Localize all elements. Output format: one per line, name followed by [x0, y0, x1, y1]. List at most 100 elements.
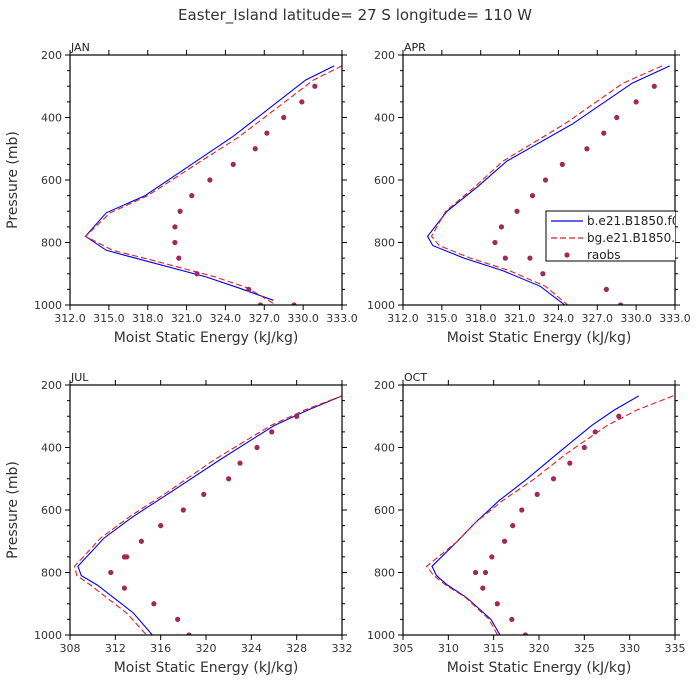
x-tick-label: 332 — [332, 642, 353, 655]
series-line-b-e21 — [426, 65, 671, 305]
raobs-point — [616, 413, 622, 419]
raobs-point — [138, 538, 144, 544]
series-line-bg-e21 — [73, 395, 342, 635]
x-axis-label: Moist Static Energy (kJ/kg) — [114, 660, 299, 676]
y-tick-label: 400 — [41, 112, 62, 125]
y-tick-label: 400 — [374, 442, 395, 455]
panel-label: OCT — [404, 371, 427, 384]
y-tick-label: 800 — [41, 567, 62, 580]
raobs-point — [529, 193, 536, 199]
y-tick-label: 1000 — [367, 299, 395, 312]
legend-label: raobs — [587, 248, 621, 262]
raobs-point — [494, 601, 500, 607]
plot-frame — [69, 384, 343, 636]
raobs-point — [559, 161, 565, 167]
series-group — [426, 65, 671, 305]
series-line-bg-e21 — [84, 65, 342, 305]
raobs-point — [614, 114, 620, 121]
x-tick-label: 316 — [150, 642, 171, 655]
raobs-point — [502, 255, 508, 261]
x-tick-label: 333.0 — [659, 312, 691, 325]
y-tick-label: 400 — [41, 442, 62, 455]
series-line-bg-e21 — [430, 65, 663, 305]
series-line-bg-e21 — [425, 395, 674, 635]
x-tick-label: 330.0 — [287, 312, 319, 325]
plot-frame — [402, 384, 676, 636]
raobs-point — [172, 239, 178, 246]
raobs-point — [540, 271, 546, 277]
y-tick-label: 600 — [41, 504, 62, 517]
y-tick-label: 400 — [374, 112, 395, 125]
raobs-point — [633, 99, 639, 105]
x-tick-label: 325 — [574, 642, 595, 655]
figure-title: Easter_Island latitude= 27 S longitude= … — [178, 6, 532, 25]
x-tick-label: 320 — [196, 642, 217, 655]
raobs-point — [489, 554, 495, 560]
legend: b.e21.B1850.f09 bg.e21.B1850.f0 raobs — [545, 210, 687, 262]
x-tick-label: 308 — [60, 642, 81, 655]
raobs-point — [230, 161, 236, 167]
raobs-point — [527, 255, 533, 261]
legend-marker-raobs — [564, 252, 570, 258]
x-tick-label: 305 — [393, 642, 414, 655]
x-tick-label: 318.0 — [132, 312, 164, 325]
raobs-point — [226, 476, 232, 482]
plot-frame — [402, 54, 676, 306]
x-tick-label: 327.0 — [249, 312, 281, 325]
x-tick-label: 321.0 — [504, 312, 536, 325]
x-tick-label: 312.0 — [387, 312, 419, 325]
raobs-point — [492, 239, 498, 246]
raobs-point — [158, 523, 164, 529]
raobs-point — [189, 193, 195, 199]
raobs-point — [207, 177, 213, 183]
raobs-point — [264, 130, 270, 136]
raobs-point — [480, 585, 486, 591]
panel-label: JUL — [70, 371, 89, 384]
raobs-point — [312, 83, 318, 89]
raobs-point — [498, 224, 505, 230]
x-tick-label: 324 — [241, 642, 262, 655]
panel-label: JAN — [70, 41, 90, 54]
x-axis-label: Moist Static Energy (kJ/kg) — [447, 660, 632, 676]
legend-label: b.e21.B1850.f09 — [587, 214, 687, 228]
x-tick-label: 324.0 — [543, 312, 575, 325]
x-tick-label: 315.0 — [93, 312, 125, 325]
legend-box: b.e21.B1850.f09 bg.e21.B1850.f0 raobs — [545, 210, 687, 262]
y-tick-label: 600 — [41, 174, 62, 187]
raobs-point — [550, 476, 557, 482]
y-axis-label: Pressure (mb) — [5, 461, 21, 559]
series-group — [84, 65, 342, 305]
y-tick-label: 800 — [374, 237, 395, 250]
raobs-point — [501, 538, 508, 544]
y-tick-label: 600 — [374, 504, 395, 517]
y-tick-label: 600 — [374, 174, 395, 187]
raobs-point — [257, 302, 263, 305]
x-tick-label: 312 — [105, 642, 126, 655]
series-line-b-e21 — [77, 395, 342, 635]
raobs-point — [510, 523, 516, 529]
raobs-point — [175, 616, 181, 622]
raobs-point — [519, 507, 525, 513]
plot-frame — [69, 54, 343, 306]
raobs-point — [269, 429, 275, 435]
raobs-point — [176, 255, 182, 261]
raobs-point — [151, 601, 157, 607]
x-tick-label: 324.0 — [210, 312, 242, 325]
raobs-point — [108, 569, 114, 576]
raobs-point — [522, 632, 528, 635]
raobs-point — [177, 208, 183, 214]
x-tick-label: 315 — [483, 642, 504, 655]
raobs-point — [567, 460, 573, 466]
raobs-point — [294, 413, 300, 419]
raobs-point — [509, 616, 515, 622]
x-tick-label: 310 — [438, 642, 459, 655]
series-group — [425, 395, 674, 635]
legend-label: bg.e21.B1850.f0 — [587, 231, 687, 245]
raobs-point — [534, 491, 540, 497]
raobs-point — [237, 460, 243, 466]
